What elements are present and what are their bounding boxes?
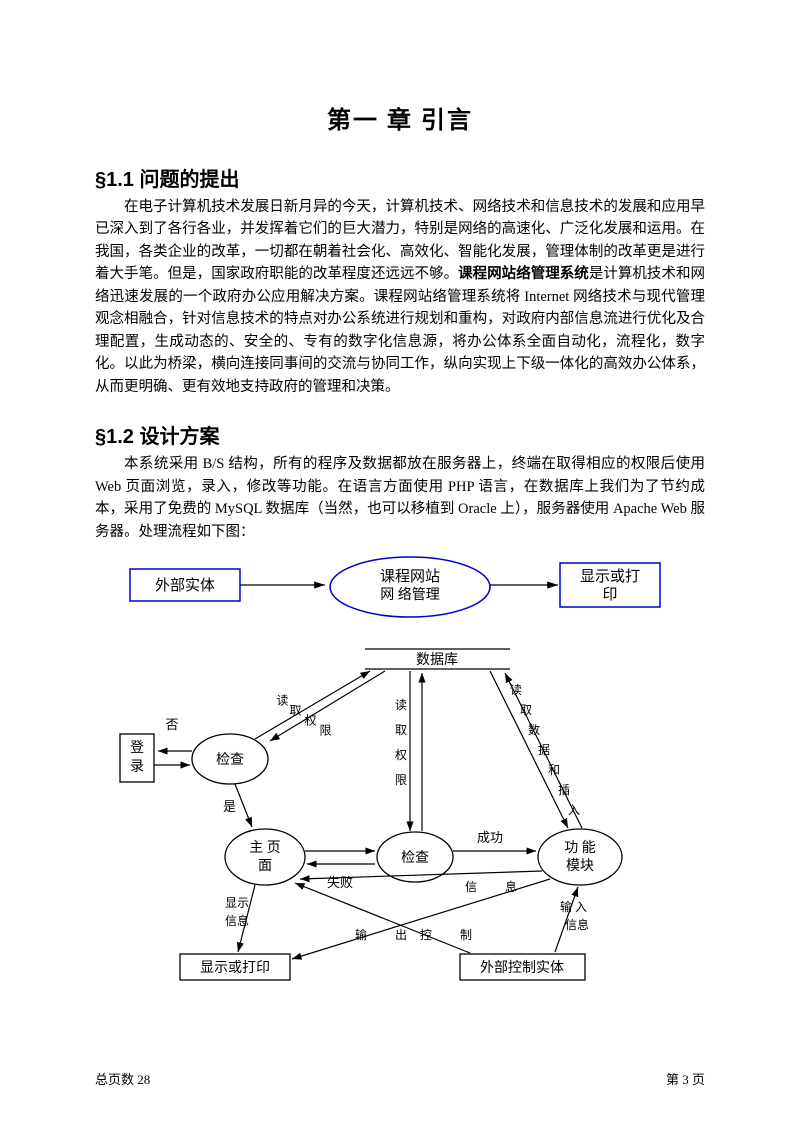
flow1-ellipse-l2: 网 络管理 — [380, 587, 440, 603]
lbl-out1: 输 — [355, 927, 367, 942]
footer-right: 第 3 页 — [666, 1069, 705, 1088]
rpm2: 取 — [395, 723, 407, 737]
flow-diagram-2: 数据库 登 录 检查 否 读 取 权 限 主 页 面 是 检查 失败 读 取 权… — [110, 639, 690, 989]
lbl-info-b: 息 — [505, 879, 517, 894]
login-l1: 登 — [130, 740, 144, 756]
rdi6: 插 — [558, 783, 570, 797]
rdi2: 取 — [520, 703, 532, 717]
rdi3: 数 — [528, 722, 540, 737]
section-2-heading: §1.2 设计方案 — [95, 420, 705, 449]
main-l2: 面 — [258, 859, 272, 874]
lbl-ctrl2: 制 — [460, 928, 472, 942]
login-l2: 录 — [130, 759, 144, 775]
edge-check1-db-up — [255, 671, 370, 739]
lbl-in2: 信息 — [565, 917, 589, 932]
label-read-perm-top2: 取 — [288, 704, 302, 716]
lbl-show2: 信息 — [225, 913, 249, 928]
check2-label: 检查 — [401, 850, 429, 866]
rpm3: 权 — [395, 748, 407, 762]
label-yes: 是 — [223, 799, 236, 814]
flow-diagram-1: 外部实体 课程网站 网 络管理 显示或打 印 — [120, 549, 680, 629]
flow1-box-external-label: 外部实体 — [155, 577, 215, 594]
s1-after: 是计算机技术和网络迅速发展的一个政府办公应用解决方案。课程网站络管理系统将 In… — [95, 266, 705, 394]
section-1-heading: §1.1 问题的提出 — [95, 163, 705, 192]
lbl-in1: 输 入 — [560, 899, 587, 914]
db-label: 数据库 — [416, 652, 458, 668]
label-read-perm-top: 读 — [275, 694, 289, 707]
s1-bold: 课程网站络管理系统 — [458, 266, 589, 282]
lbl-show1: 显示 — [225, 896, 249, 910]
label-no: 否 — [165, 717, 178, 732]
edge-func-print — [292, 879, 550, 959]
extctrl-label: 外部控制实体 — [480, 960, 564, 976]
edge-ext-main — [295, 883, 470, 953]
flow1-box-print-l1: 显示或打 — [580, 568, 640, 585]
rpm4: 限 — [395, 773, 407, 787]
rdi5: 和 — [548, 763, 560, 777]
flow1-ellipse-l1: 课程网站 — [380, 568, 440, 585]
rdi7: 入 — [568, 803, 580, 817]
flow1-box-print-l2: 印 — [602, 586, 617, 603]
func-ellipse — [538, 829, 622, 885]
rdi1: 读 — [510, 683, 522, 697]
page-footer: 总页数 28 第 3 页 — [95, 1069, 705, 1088]
lbl-out2: 出 — [395, 928, 407, 942]
rdi4: 据 — [538, 743, 550, 757]
print-label: 显示或打印 — [200, 959, 270, 976]
func-l2: 模块 — [566, 858, 594, 874]
label-success: 成功 — [477, 830, 503, 845]
chapter-title: 第一 章 引言 — [95, 100, 705, 135]
section-2-paragraph: 本系统采用 B/S 结构，所有的程序及数据都放在服务器上，终端在取得相应的权限后… — [95, 453, 705, 543]
check1-label: 检查 — [216, 752, 244, 768]
footer-left: 总页数 28 — [95, 1069, 150, 1088]
lbl-ctrl1: 控 — [420, 928, 432, 942]
rpm1: 读 — [395, 698, 407, 712]
edge-db-func — [490, 671, 568, 828]
main-l1: 主 页 — [249, 840, 281, 856]
edge-check1-main — [235, 784, 252, 827]
flow1-ellipse — [330, 557, 490, 617]
label-read-perm-top3: 权 — [303, 714, 317, 727]
label-read-perm-top4: 限 — [318, 724, 332, 736]
lbl-info-a: 信 — [465, 880, 477, 894]
func-l1: 功 能 — [564, 840, 596, 856]
main-ellipse — [225, 829, 305, 885]
section-1-paragraph: 在电子计算机技术发展日新月异的今天，计算机技术、网络技术和信息技术的发展和应用早… — [95, 196, 705, 398]
